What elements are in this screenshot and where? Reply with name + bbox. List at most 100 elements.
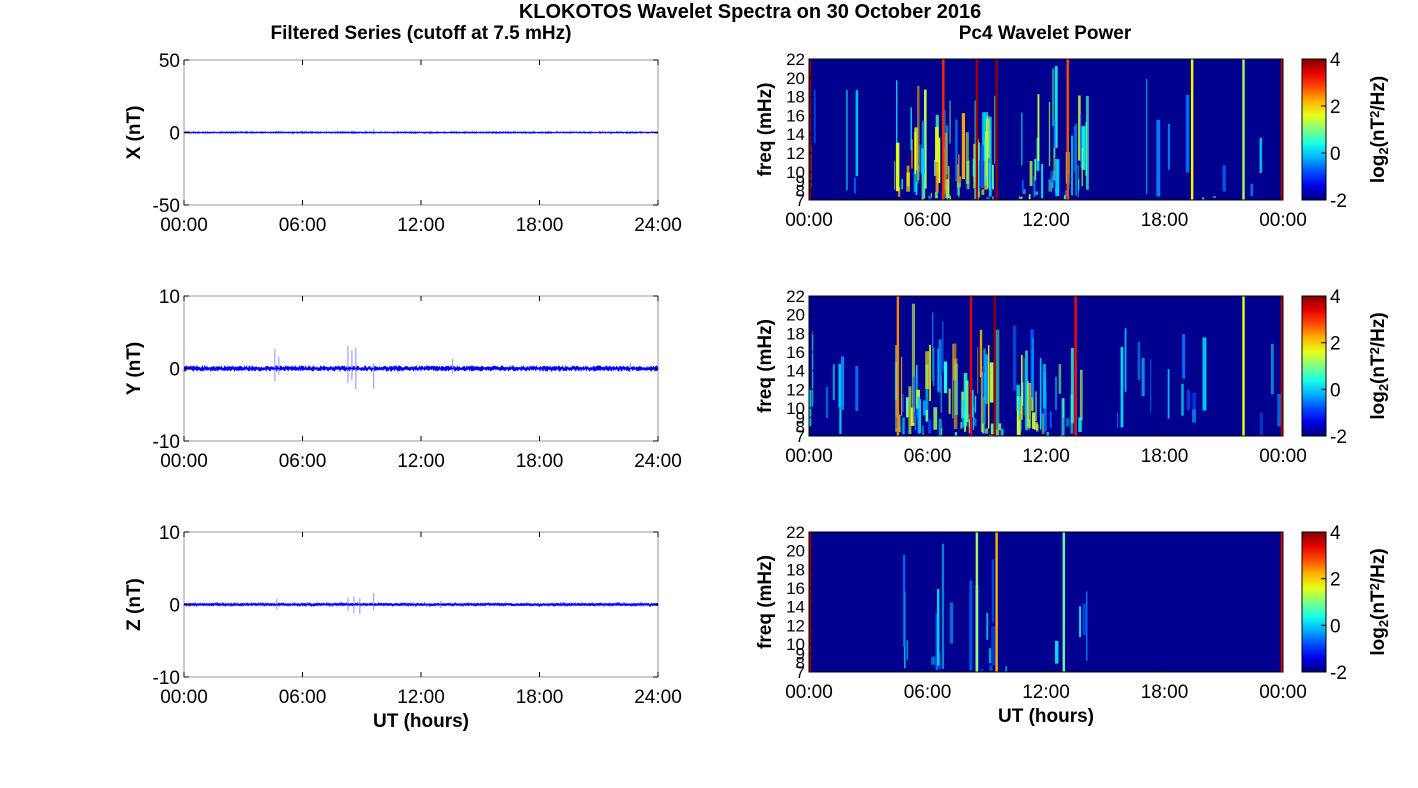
z-wavelet-streak-1-2 — [1055, 640, 1059, 664]
x-wavelet-streak-2-71 — [988, 116, 992, 197]
y-wavelet-streak-2-2 — [901, 394, 904, 413]
y-wavelet-colorbar-title-part-1: 2 — [1376, 384, 1391, 391]
z-series-xtick-label-3: 18:00 — [516, 687, 564, 708]
y-wavelet-streak-4-15 — [1167, 369, 1170, 419]
y-wavelet-streak-1-3 — [855, 366, 859, 412]
z-wavelet-colorbar-title-part-3: 2 — [1367, 583, 1382, 590]
y-wavelet-stripe-1 — [969, 296, 973, 436]
x-series-xtick-label-4: 24:00 — [634, 215, 682, 236]
z-wavelet-colorbar-label-3: 4 — [1330, 523, 1341, 544]
x-wavelet-xtick-label-0: 00:00 — [785, 210, 833, 231]
x-wavelet-streak-1-3 — [854, 177, 856, 194]
left-column-title: Filtered Series (cutoff at 7.5 mHz) — [271, 23, 572, 44]
y-wavelet-colorbar-label-1: 0 — [1330, 380, 1341, 401]
z-wavelet-streak-0-13 — [986, 612, 989, 640]
z-wavelet-xtick-label-1: 06:00 — [904, 682, 952, 703]
z-wavelet-ytick-label-5: 14 — [786, 598, 805, 617]
x-wavelet-stripe-2 — [995, 59, 998, 200]
x-wavelet-streak-2-17 — [986, 196, 990, 200]
x-wavelet-streak-2-38 — [896, 80, 898, 144]
x-wavelet-streak-2-6 — [914, 127, 919, 171]
y-wavelet-ytick-label-2: 9 — [796, 408, 805, 427]
x-wavelet-streak-2-13 — [894, 161, 896, 190]
z-wavelet-streak-0-12 — [949, 602, 954, 644]
x-wavelet-streak-2-70 — [959, 176, 962, 188]
x-wavelet-streak-2-67 — [984, 141, 987, 186]
y-wavelet-streak-4-4 — [1141, 358, 1145, 397]
x-wavelet-streak-2-42 — [897, 186, 901, 197]
x-series-xtick-label-3: 18:00 — [516, 215, 564, 236]
z-wavelet-streak-0-6 — [989, 665, 993, 671]
y-wavelet-streak-4-12 — [1149, 359, 1152, 413]
y-wavelet-streak-2-18 — [985, 428, 989, 434]
y-wavelet-ytick-label-7: 18 — [786, 324, 805, 343]
x-wavelet-streak-4-6 — [1185, 94, 1190, 173]
z-wavelet-ytick-label-4: 12 — [786, 616, 805, 635]
x-wavelet-ytick-label-5: 14 — [786, 125, 805, 144]
x-wavelet-streak-1-0 — [855, 90, 859, 177]
y-wavelet-streak-2-71 — [961, 400, 965, 428]
y-wavelet-streak-2-23 — [998, 423, 1002, 430]
y-wavelet-stripe-5 — [1280, 296, 1283, 436]
x-wavelet-streak-3-37 — [1053, 147, 1056, 181]
y-wavelet-streak-4-2 — [1260, 412, 1263, 435]
x-wavelet-xtick-label-1: 06:00 — [904, 210, 952, 231]
z-series-trace — [183, 601, 659, 608]
x-wavelet-stripe-4 — [1190, 59, 1194, 200]
z-wavelet-ytick-label-2: 9 — [796, 644, 805, 663]
y-wavelet-streak-2-62 — [963, 373, 968, 427]
y-wavelet-streak-3-40 — [1070, 347, 1074, 424]
y-wavelet-streak-2-6 — [942, 321, 944, 373]
y-wavelet-streak-2-27 — [914, 416, 916, 431]
y-wavelet-streak-4-10 — [1137, 341, 1141, 381]
y-wavelet-streak-4-11 — [1192, 392, 1196, 422]
y-wavelet-colorbar-title-part-4: /Hz) — [1368, 312, 1389, 347]
x-wavelet-streak-3-27 — [1052, 68, 1054, 127]
y-wavelet-streak-3-16 — [1079, 369, 1083, 421]
y-wavelet-streak-4-5 — [1124, 328, 1127, 392]
z-wavelet-stripe-4 — [1280, 532, 1283, 672]
x-wavelet-ytick-label-6: 16 — [786, 106, 805, 125]
x-wavelet-ytick-label-7: 18 — [786, 88, 805, 107]
x-wavelet-streak-2-57 — [930, 193, 933, 198]
x-wavelet-streak-2-59 — [957, 183, 960, 196]
x-wavelet-streak-2-46 — [986, 115, 989, 189]
x-wavelet-streak-2-73 — [980, 145, 984, 189]
y-wavelet-streak-4-14 — [1120, 347, 1124, 428]
y-wavelet-streak-2-64 — [906, 397, 909, 418]
x-wavelet-streak-0-1 — [813, 89, 816, 143]
x-wavelet-streak-3-21 — [1021, 180, 1024, 192]
x-wavelet-streak-3-3 — [1022, 189, 1026, 194]
z-series-xtick-label-4: 24:00 — [634, 687, 682, 708]
x-series-xtick-label-2: 12:00 — [397, 215, 445, 236]
x-wavelet-colorbar-label-1: 0 — [1330, 144, 1341, 165]
x-wavelet-streak-2-65 — [935, 135, 939, 193]
y-wavelet-streak-2-38 — [910, 407, 915, 426]
x-wavelet-ylabel: freq (mHz) — [755, 83, 776, 177]
x-wavelet-streak-2-50 — [978, 160, 981, 192]
x-wavelet-ytick-label-8: 20 — [786, 69, 805, 88]
x-wavelet-streak-2-53 — [917, 85, 920, 181]
z-wavelet-ytick-label-9: 22 — [786, 523, 805, 542]
z-series-ytick-label-1: 0 — [169, 596, 180, 617]
z-wavelet-xtick-label-3: 18:00 — [1141, 682, 1189, 703]
y-wavelet-streak-3-33 — [1032, 338, 1034, 400]
z-wavelet-streak-0-14 — [980, 669, 984, 671]
y-wavelet-streak-3-25 — [1016, 384, 1020, 411]
y-wavelet-streak-2-21 — [900, 356, 903, 416]
y-wavelet-streak-3-12 — [1020, 420, 1022, 431]
x-wavelet-stripe-1 — [975, 59, 979, 200]
y-series-xtick-label-3: 18:00 — [516, 451, 564, 472]
y-wavelet-stripe-3 — [1074, 296, 1077, 436]
x-wavelet-streak-2-60 — [944, 132, 948, 194]
z-wavelet-streak-0-17 — [1005, 666, 1007, 672]
z-wavelet-ytick-label-0: 7 — [796, 663, 805, 682]
x-wavelet-streak-2-40 — [919, 144, 923, 173]
z-wavelet-colorbar — [1301, 531, 1327, 673]
x-wavelet-streak-3-29 — [1080, 114, 1082, 168]
z-wavelet-streak-0-18 — [991, 626, 996, 665]
y-wavelet-streak-2-68 — [938, 339, 942, 393]
x-wavelet-streak-3-36 — [1068, 173, 1070, 190]
y-wavelet-streak-4-1 — [1202, 337, 1207, 411]
y-wavelet-ytick-label-0: 7 — [796, 427, 805, 446]
